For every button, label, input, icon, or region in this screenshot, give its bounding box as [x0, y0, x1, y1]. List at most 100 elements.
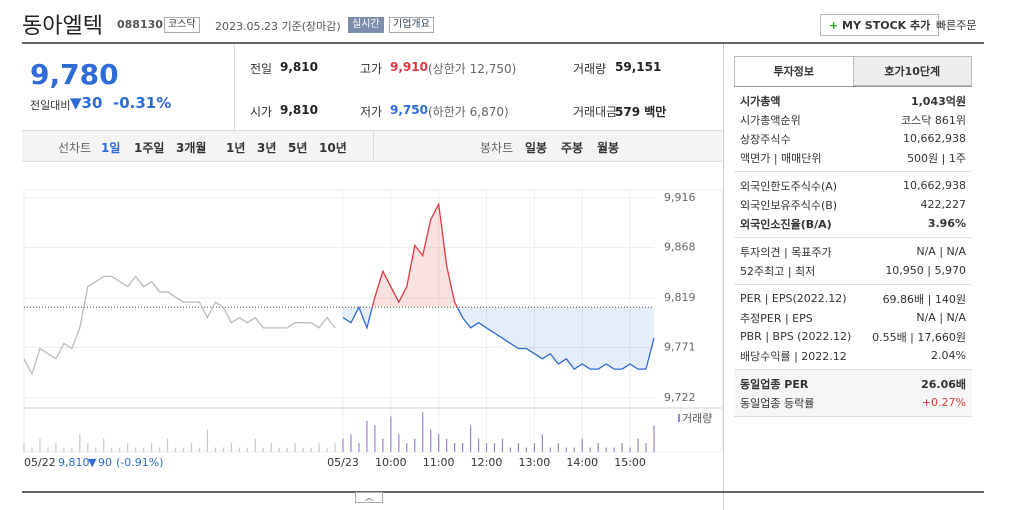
stat-limit: (상한가 12,750)	[428, 62, 517, 76]
side-group: 투자의견 | 목표주가 N/A | N/A 52주최고 | 최저 10,950 | 5…	[734, 238, 972, 285]
overview-button[interactable]: 기업개요	[389, 17, 434, 33]
plus-icon: +	[829, 19, 843, 32]
volume-bar	[222, 447, 224, 452]
period-tab[interactable]: 5년	[288, 141, 308, 155]
volume-bar	[190, 443, 193, 452]
volume-bar	[71, 447, 73, 452]
date: 2023.05.23 기준(장마감)	[215, 20, 341, 33]
side-row: 동일업종 등락률 +0.27%	[734, 393, 972, 412]
volume-bar	[278, 447, 280, 452]
candle-tab[interactable]: 월봉	[597, 141, 620, 155]
side-row: 액면가 | 매매단위 500원 | 1주	[734, 148, 972, 167]
side-label: 52주최고 | 최저	[740, 264, 816, 278]
volume-bar	[541, 434, 543, 452]
x-tick-label: 15:00	[614, 456, 646, 469]
volume-legend-icon	[678, 414, 680, 422]
stat-value: 9,910	[390, 60, 428, 74]
period-tab[interactable]: 10년	[319, 141, 347, 155]
prev-change-pct: (-0.91%)	[116, 456, 164, 469]
period-tab[interactable]: 1주일	[134, 141, 165, 155]
volume-bar	[565, 447, 567, 452]
side-label: PBR | BPS (2022.12)	[740, 330, 852, 343]
side-tab[interactable]: 투자정보	[734, 56, 854, 86]
stat-label: 거래대금	[573, 105, 618, 119]
side-value: N/A | N/A	[916, 311, 966, 324]
divider	[234, 44, 235, 130]
volume-bar	[318, 443, 320, 452]
volume-bar	[509, 447, 512, 452]
volume-bar	[127, 443, 129, 452]
volume-bar	[174, 447, 177, 452]
side-row: 52주최고 | 최저 10,950 | 5,970	[734, 261, 972, 280]
volume-bar	[549, 447, 551, 452]
side-label: 동일업종 PER	[740, 377, 809, 391]
tab-label: 선차트	[58, 141, 92, 155]
side-value: N/A | N/A	[916, 245, 966, 258]
side-value: 0.55배 | 17,660원	[872, 330, 966, 344]
quick-order[interactable]: 빠른주문	[936, 19, 977, 32]
stat-limit: (하한가 6,870)	[428, 105, 509, 119]
volume-bar	[79, 434, 81, 452]
volume-label: 거래량	[682, 412, 712, 425]
candle-tab[interactable]: 주봉	[561, 141, 584, 155]
change-label: 전일대비	[30, 99, 71, 112]
period-tab[interactable]: 3년	[257, 141, 277, 155]
volume-bar	[398, 434, 400, 452]
price: 9,780	[30, 58, 119, 91]
stat-label: 고가	[360, 62, 383, 76]
volume-bar	[493, 443, 496, 452]
volume-bar	[182, 447, 185, 452]
volume-bar	[87, 443, 89, 452]
volume-bar	[350, 434, 352, 452]
volume-bar	[605, 447, 607, 452]
top-rule	[22, 42, 984, 44]
bottom-rule	[22, 491, 984, 493]
side-label: 시가총액순위	[740, 113, 801, 127]
divider	[723, 44, 724, 510]
candle-tab[interactable]: 일봉	[525, 141, 548, 155]
volume-bar	[111, 447, 113, 452]
side-label: 배당수익률 | 2022.12	[740, 349, 847, 363]
volume-bar	[238, 447, 240, 452]
mystock-button[interactable]: + MY STOCK 추가	[820, 14, 940, 36]
period-tab[interactable]: 1일	[101, 141, 121, 155]
stat-value: 9,810	[280, 103, 318, 117]
collapse-button[interactable]: ︿	[355, 492, 383, 503]
volume-bar	[95, 447, 97, 452]
side-label: PER | EPS(2022.12)	[740, 292, 847, 305]
side-value: 2.04%	[931, 349, 966, 362]
volume-bar	[430, 429, 432, 452]
price-line-down	[342, 307, 655, 370]
x-tick-label: 05/23	[327, 456, 359, 469]
side-row: 외국인소진율(B/A) 3.96%	[734, 214, 972, 233]
chart: 9,722 9,771 9,819 9,868 9,916 05/23 10:00 11:00…	[23, 189, 723, 469]
side-label: 외국인한도주식수(A)	[740, 179, 838, 193]
side-value: 500원 | 1주	[907, 151, 966, 165]
period-tab[interactable]: 3개월	[176, 141, 207, 155]
volume-bar	[31, 447, 33, 452]
volume-bar	[406, 443, 408, 452]
volume-bar	[230, 443, 232, 452]
volume-bar	[143, 447, 145, 452]
volume-bar	[517, 443, 520, 452]
realtime-tag[interactable]: 실시간	[348, 17, 384, 33]
side-label: 시가총액	[740, 94, 781, 108]
volume-bar	[310, 447, 312, 452]
period-tab[interactable]: 1년	[226, 141, 246, 155]
volume-bar	[597, 443, 599, 452]
side-value: 10,950 | 5,970	[885, 264, 966, 277]
volume-bar	[629, 447, 631, 452]
tab-bar	[22, 130, 722, 162]
mystock-label: MY STOCK 추가	[842, 19, 931, 32]
volume-bar	[525, 447, 528, 452]
volume-bar	[645, 443, 647, 452]
stat-value: 9,750	[390, 103, 428, 117]
volume-bar	[254, 438, 256, 452]
side-label: 외국인소진율(B/A)	[740, 217, 832, 231]
side-tab[interactable]: 호가10단계	[853, 56, 972, 86]
stat-label: 저가	[360, 105, 383, 119]
volume-bar	[485, 443, 488, 452]
volume-bar	[621, 443, 623, 452]
y-tick-label: 9,868	[664, 240, 696, 253]
change: ▼30	[70, 94, 103, 112]
